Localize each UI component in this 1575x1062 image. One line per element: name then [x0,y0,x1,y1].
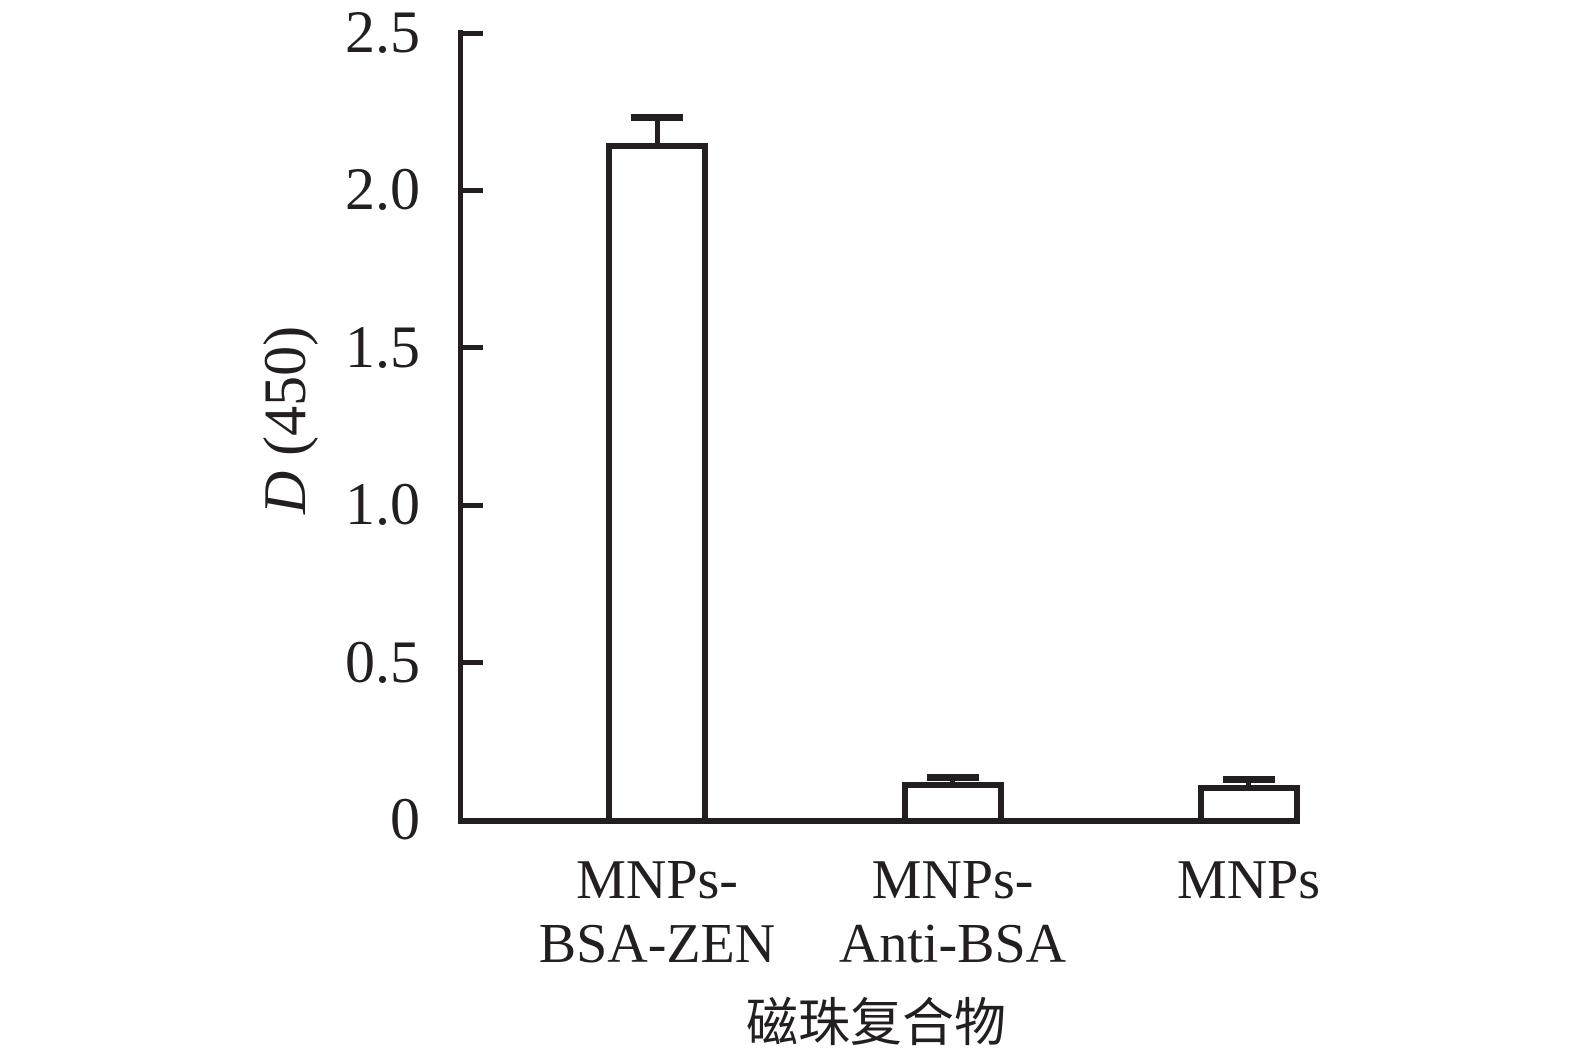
bar [901,782,1004,824]
y-tick [463,502,483,508]
bar [606,143,708,824]
y-tick [463,660,483,666]
error-bar-cap [631,114,683,122]
y-tick-label: 2.5 [345,0,420,65]
x-axis-line [458,818,1298,824]
error-bar-cap [926,774,979,781]
x-axis-title: 磁珠复合物 [745,996,1006,1053]
x-category-label: MNPs- [871,849,1034,911]
bar [1197,785,1300,824]
y-tick-label: 1.5 [345,313,420,380]
y-axis-line [458,30,463,824]
y-tick [463,187,483,193]
error-bar-cap [1222,775,1275,783]
y-tick-label: 0.5 [345,628,420,695]
x-category-label: Anti-BSA [838,913,1067,975]
error-bar-stem [654,117,660,144]
x-category-label: BSA-ZEN [538,913,776,975]
x-category-label: MNPs [1176,849,1321,911]
y-tick-label: 1.0 [345,471,420,538]
y-tick-label: 2.0 [345,156,420,223]
y-tick-label: 0 [390,786,420,852]
y-tick [463,30,483,36]
x-category-label: MNPs- [576,849,738,911]
y-tick [463,345,483,351]
